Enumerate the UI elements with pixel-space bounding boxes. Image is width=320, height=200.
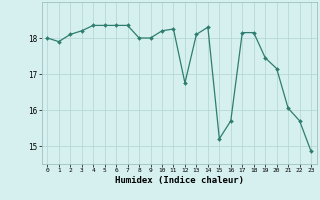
X-axis label: Humidex (Indice chaleur): Humidex (Indice chaleur)	[115, 176, 244, 185]
